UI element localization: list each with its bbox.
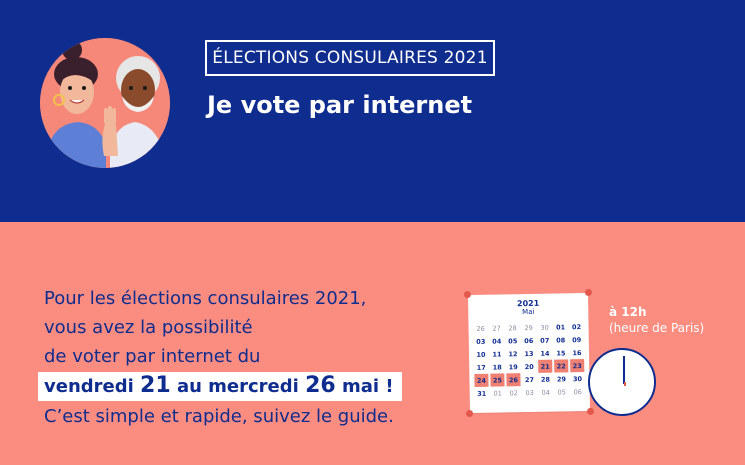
calendar-month: Mai: [522, 307, 535, 317]
calendar-day: 20: [524, 362, 534, 371]
calendar-day: 30: [540, 323, 549, 332]
pin-icon: [463, 291, 472, 299]
calendar-day: 29: [556, 374, 567, 384]
calendar-day: 06: [573, 387, 582, 396]
dates-text: au mercredi: [170, 376, 306, 397]
calendar-day: 28: [508, 323, 517, 332]
calendar-day: 13: [524, 349, 534, 358]
calendar-day: 03: [525, 388, 534, 397]
calendar-day: 26: [476, 324, 485, 333]
clock-center: [624, 382, 626, 386]
calendar-day: 24: [474, 373, 489, 387]
calendar-day: 28: [540, 375, 551, 384]
calendar-day: 22: [554, 359, 569, 373]
header-banner: ÉLECTIONS CONSULAIRES 2021 Je vote par i…: [0, 0, 745, 222]
calendar-grid: 26 27 28 29 30 01 02 03 04 05 06 07 08 09 10 11 12 13 14 15…: [473, 320, 585, 400]
election-badge: ÉLECTIONS CONSULAIRES 2021: [205, 40, 495, 76]
calendar-day: 08: [556, 335, 566, 345]
dates-text: mai !: [335, 376, 394, 397]
calendar-day: 15: [556, 348, 566, 358]
clock-icon: [588, 348, 656, 416]
pin-icon: [584, 288, 593, 297]
page-title: Je vote par internet: [207, 91, 473, 119]
vote-dates-highlight: vendredi 21 au mercredi 26 mai !: [38, 372, 402, 401]
calendar-day: 05: [557, 387, 566, 397]
calendar-day: 16: [572, 348, 582, 357]
calendar-day: 29: [524, 323, 533, 332]
calendar-day: 27: [492, 323, 501, 333]
intro-paragraph: Pour les élections consulaires 2021, vou…: [38, 284, 444, 431]
calendar-day: 03: [476, 337, 486, 346]
dates-text: vendredi: [44, 376, 141, 397]
calendar-day: 02: [571, 322, 582, 331]
calendar-day: 01: [493, 388, 502, 398]
intro-line: Pour les élections consulaires 2021,: [44, 288, 367, 309]
may-calendar: 2021 Mai 26 27 28 29 30 01 02 03 04 05 06 07 08 09 10 1…: [463, 288, 595, 418]
voters-illustration-icon: [40, 38, 170, 168]
closing-line: C’est simple et rapide, suivez le guide.: [44, 406, 394, 427]
calendar-day: 04: [541, 388, 550, 397]
closing-time: à 12h: [609, 305, 647, 319]
intro-line: de voter par internet du: [44, 346, 261, 367]
calendar-day: 31: [477, 389, 487, 398]
calendar-day: 05: [508, 336, 518, 345]
calendar-day: 09: [572, 335, 582, 344]
calendar-day: 30: [572, 374, 583, 383]
calendar-day: 07: [540, 336, 550, 345]
info-section: [0, 222, 745, 465]
calendar-day: 06: [524, 336, 534, 345]
calendar-day: 18: [492, 362, 502, 372]
pin-icon: [586, 407, 595, 415]
intro-line: vous avez la possibilité: [44, 317, 253, 338]
calendar-day: 01: [555, 322, 566, 332]
calendar-day: 02: [509, 388, 518, 397]
clock-hand: [623, 356, 625, 384]
calendar-day: 12: [508, 349, 518, 358]
voters-illustration: [40, 38, 170, 168]
calendar-day: 27: [524, 375, 535, 384]
pin-icon: [465, 409, 474, 418]
timezone-note: (heure de Paris): [609, 321, 705, 335]
calendar-day: 26: [506, 373, 521, 387]
calendar-day: 21: [538, 359, 553, 373]
calendar-day: 04: [492, 336, 502, 346]
calendar-day: 10: [476, 350, 486, 359]
calendar-day: 23: [570, 359, 585, 373]
calendar-day: 17: [476, 363, 486, 372]
calendar-day: 19: [508, 362, 518, 371]
calendar-day: 11: [492, 349, 502, 359]
calendar-day: 14: [540, 349, 550, 358]
start-day: 21: [140, 373, 171, 398]
calendar-day: 25: [490, 373, 505, 387]
end-day: 26: [305, 373, 336, 398]
